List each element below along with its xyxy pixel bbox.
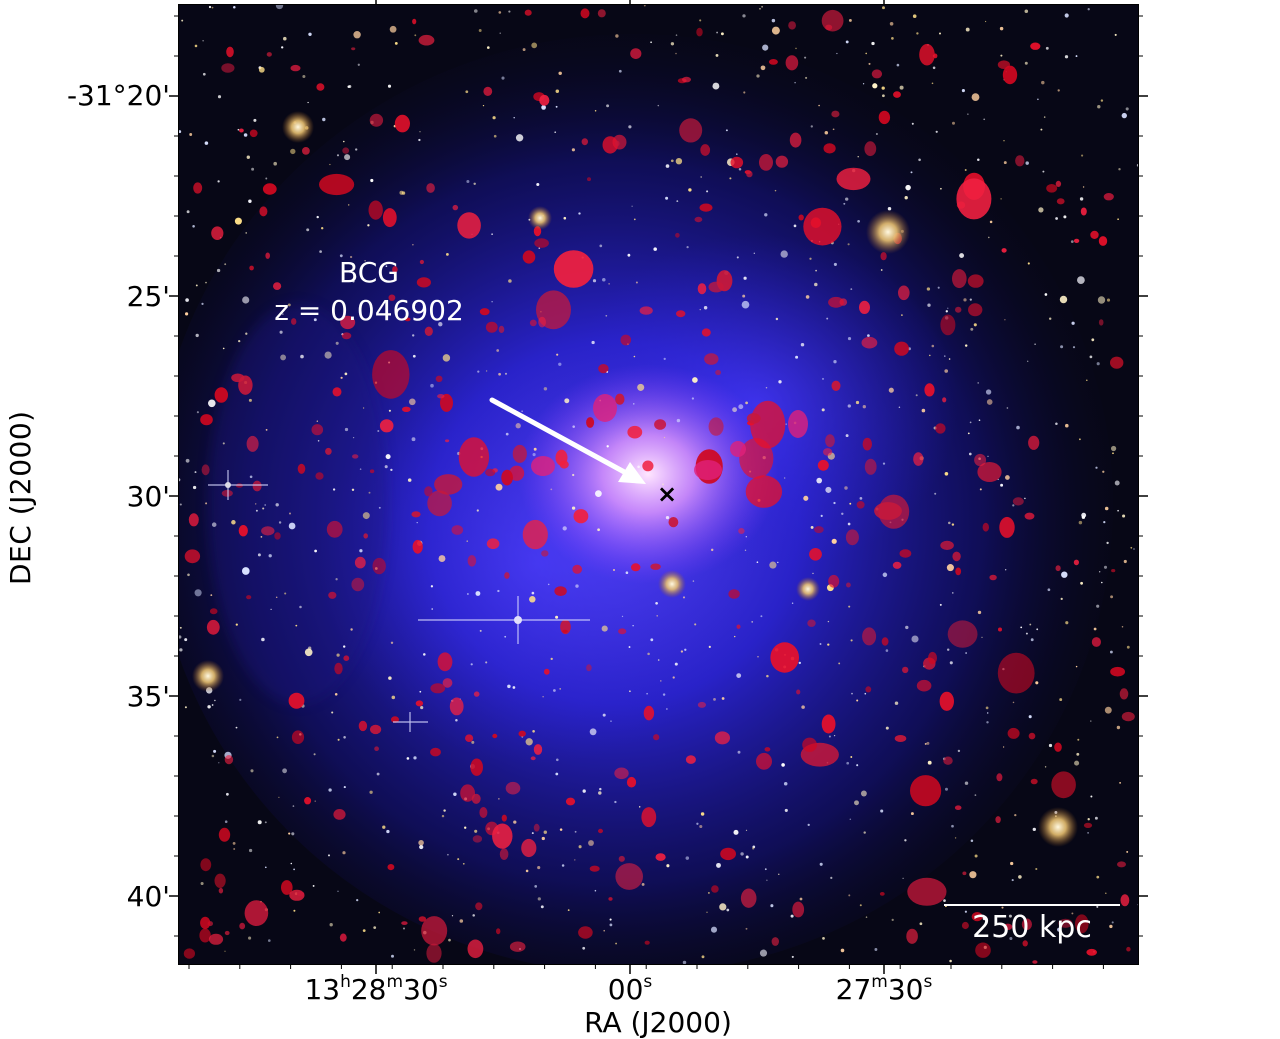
diffraction-spikes [208, 470, 590, 732]
arrow [489, 397, 646, 484]
x-tick-label: 27m30s [835, 972, 933, 1006]
composite-sky-image [178, 4, 1139, 965]
redshift-label: z = 0.046902 [274, 294, 464, 327]
radio-contours [183, 8, 1135, 964]
y-tick-label: 35' [126, 680, 170, 713]
y-tick-label: 25' [126, 280, 170, 313]
y-tick-label: -31°20' [66, 79, 170, 112]
x-axis-label: RA (J2000) [584, 1006, 732, 1039]
y-tick-label: 40' [126, 880, 170, 913]
bcg-label: BCG [339, 256, 399, 289]
x-tick-label: 13h28m30s [304, 972, 448, 1006]
bright-galaxies [192, 111, 1078, 847]
scale-bar [944, 904, 1120, 906]
x-tick-label: 00s [607, 972, 653, 1006]
star-field [178, 4, 1139, 965]
y-tick-label: 30' [126, 480, 170, 513]
scale-bar-label: 250 kpc [972, 910, 1092, 945]
sky-canvas [178, 4, 1139, 965]
bcg-cross-marker: × [657, 480, 678, 508]
